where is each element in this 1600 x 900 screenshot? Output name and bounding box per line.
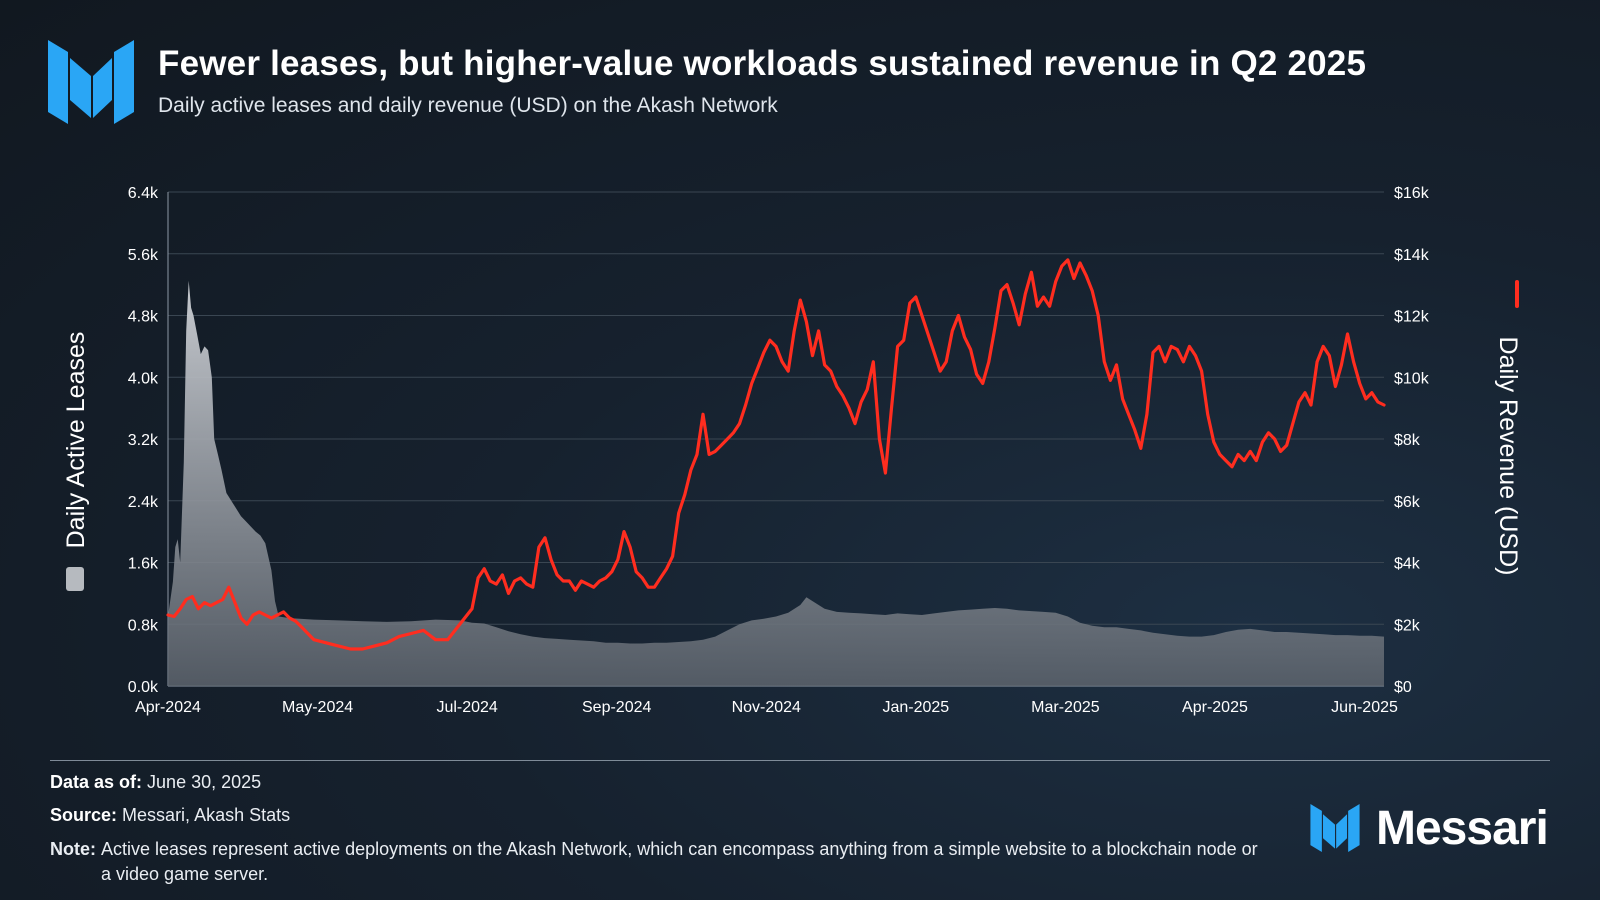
data-source: Source: Messari, Akash Stats [50, 805, 290, 826]
x-tick-label: Jul-2024 [436, 699, 497, 716]
y-left-tick-label: 5.6k [128, 247, 159, 264]
data-source-value: Messari, Akash Stats [122, 805, 291, 825]
y-right-axis-title: Daily Revenue (USD) [1494, 337, 1522, 576]
x-tick-label: Sep-2024 [582, 699, 651, 716]
y-left-tick-label: 0.8k [128, 617, 159, 634]
messari-logo-icon [48, 40, 134, 124]
data-note: Note: Active leases represent active dep… [50, 837, 1290, 887]
y-right-tick-label: $14k [1394, 247, 1430, 264]
leases-legend-swatch [66, 567, 84, 591]
y-left-tick-label: 2.4k [128, 494, 159, 511]
y-right-tick-label: $2k [1394, 617, 1421, 634]
y-right-tick-label: $10k [1394, 370, 1430, 387]
y-left-tick-label: 1.6k [128, 556, 159, 573]
x-tick-label: Mar-2025 [1031, 699, 1100, 716]
x-tick-label: Apr-2025 [1182, 699, 1248, 716]
x-tick-label: May-2024 [282, 699, 353, 716]
y-left-tick-label: 4.8k [128, 309, 159, 326]
data-date-label: Data as of: [50, 772, 143, 792]
data-date: Data as of: June 30, 2025 [50, 772, 261, 793]
brand: Messari [1310, 800, 1549, 856]
x-tick-label: Apr-2024 [135, 699, 201, 716]
y-left-axis-title: Daily Active Leases [62, 332, 90, 549]
y-left-tick-label: 4.0k [128, 370, 159, 387]
y-right-tick-label: $16k [1394, 185, 1430, 202]
y-right-tick-label: $0 [1394, 679, 1412, 696]
y-right-tick-label: $8k [1394, 432, 1421, 449]
data-source-label: Source: [50, 805, 118, 825]
y-right-tick-label: $6k [1394, 494, 1421, 511]
y-left-tick-label: 6.4k [128, 185, 159, 202]
chart-subtitle: Daily active leases and daily revenue (U… [158, 94, 778, 117]
data-date-value: June 30, 2025 [147, 772, 262, 792]
y-right-tick-label: $12k [1394, 309, 1430, 326]
revenue-line [166, 258, 1386, 651]
y-left-tick-label: 3.2k [128, 432, 159, 449]
x-tick-label: Jun-2025 [1331, 699, 1398, 716]
data-note-label: Note: [50, 839, 96, 859]
x-tick-label: Nov-2024 [732, 699, 801, 716]
leases-area [168, 280, 1384, 686]
chart-title: Fewer leases, but higher-value workloads… [158, 44, 1367, 83]
brand-name: Messari [1376, 801, 1549, 855]
y-right-tick-label: $4k [1394, 556, 1421, 573]
footer-divider [50, 760, 1550, 761]
data-note-value: Active leases represent active deploymen… [101, 839, 1258, 884]
x-tick-label: Jan-2025 [882, 699, 949, 716]
messari-brand-icon [1310, 804, 1360, 852]
y-left-tick-label: 0.0k [128, 679, 159, 696]
